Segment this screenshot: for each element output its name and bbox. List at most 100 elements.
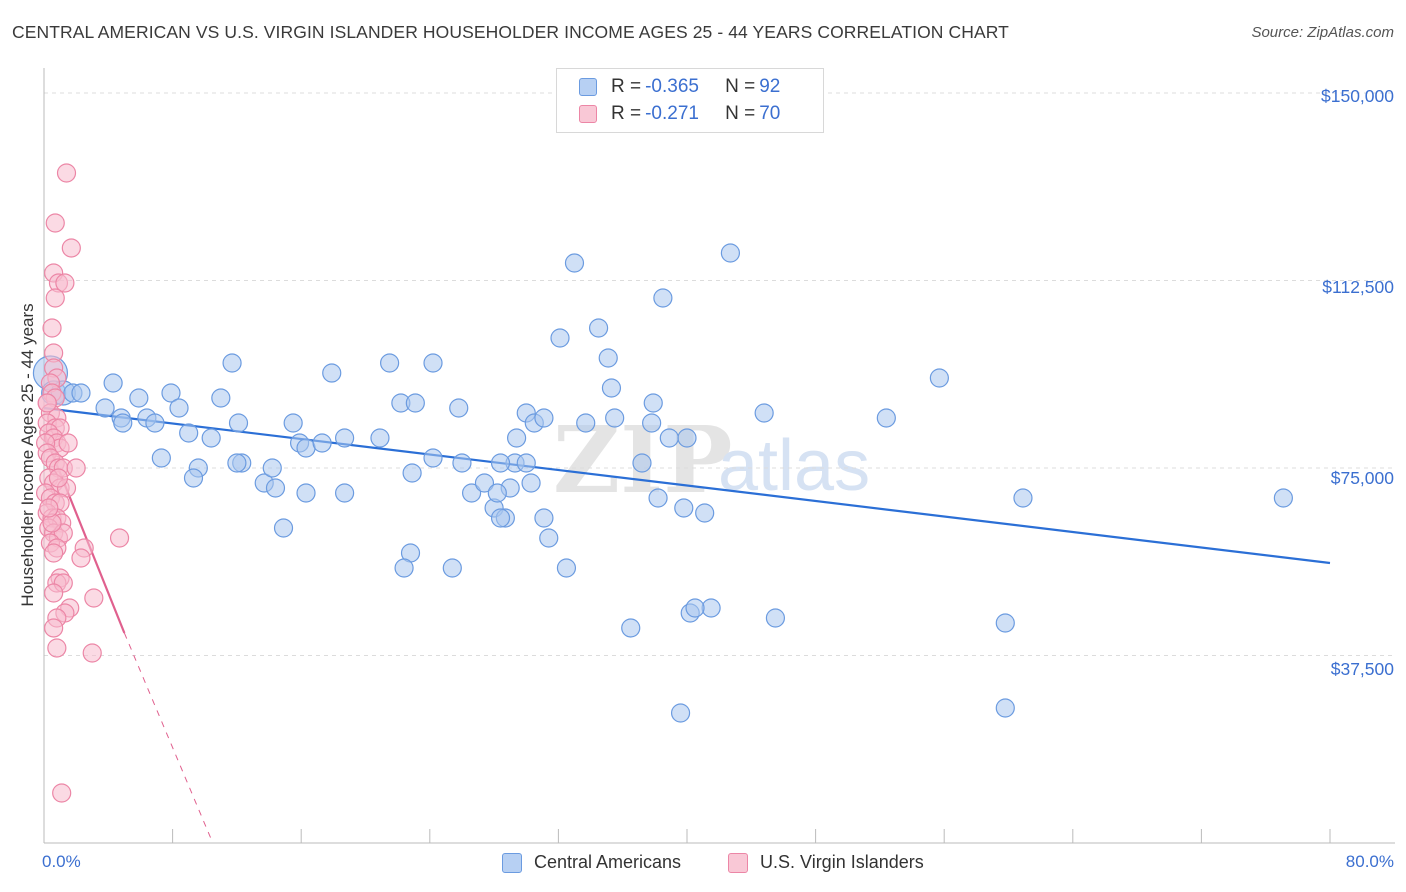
- central-american-point: [452, 453, 472, 473]
- virgin-islanders-trend-extension: [123, 632, 214, 844]
- central-american-point: [643, 393, 663, 413]
- central-american-point: [754, 403, 774, 423]
- legend-n-value: 92: [759, 76, 781, 97]
- central-american-point: [695, 503, 715, 523]
- central-american-point: [151, 448, 171, 468]
- central-american-point: [423, 353, 443, 373]
- central-american-point: [402, 463, 422, 483]
- virgin-islander-point: [66, 458, 86, 478]
- x-tick-label-min: 0.0%: [42, 852, 81, 871]
- y-tick-label: $150,000: [1321, 86, 1394, 106]
- central-american-point: [1273, 488, 1293, 508]
- central-american-point: [490, 508, 511, 528]
- central-american-point: [929, 368, 949, 388]
- series-legend-label: U.S. Virgin Islanders: [760, 852, 924, 872]
- central-american-point: [227, 453, 247, 473]
- central-american-point: [507, 428, 527, 448]
- legend-n-label: N =: [725, 103, 756, 124]
- y-tick-label: $75,000: [1330, 468, 1394, 488]
- central-american-point: [461, 483, 482, 503]
- central-american-point: [335, 428, 355, 448]
- central-american-point: [556, 558, 577, 578]
- central-american-point: [283, 413, 303, 433]
- legend-row-central-americans: R = -0.365 N = 92: [579, 74, 780, 100]
- central-american-point: [262, 458, 282, 478]
- central-american-point: [103, 373, 123, 393]
- central-american-point: [222, 353, 242, 373]
- virgin-islander-point: [52, 783, 72, 803]
- virgin-islander-point: [84, 588, 104, 608]
- central-american-point: [380, 353, 400, 373]
- legend-r-value: -0.271: [645, 103, 699, 124]
- central-american-point: [564, 253, 585, 273]
- virgin-islander-point: [39, 498, 59, 518]
- central-american-point: [648, 488, 668, 508]
- legend-swatch-blue: [502, 852, 522, 873]
- virgin-islander-point: [45, 288, 65, 308]
- virgin-islander-point: [61, 238, 81, 258]
- central-american-point: [598, 348, 618, 368]
- central-american-point: [701, 598, 721, 618]
- data-points: [32, 163, 1293, 803]
- virgin-islander-point: [55, 273, 75, 293]
- series-legend-virgin-islanders[interactable]: U.S. Virgin Islanders: [728, 852, 924, 873]
- central-american-point: [550, 328, 570, 348]
- central-american-point: [670, 703, 691, 723]
- series-legend-label: Central Americans: [534, 852, 682, 872]
- series-legend-central-americans[interactable]: Central Americans: [502, 852, 681, 873]
- central-american-point: [995, 698, 1015, 718]
- virgin-islander-point: [44, 618, 64, 638]
- central-american-point: [312, 433, 332, 453]
- series-legend: Central Americans U.S. Virgin Islanders: [0, 852, 1406, 878]
- central-american-point: [605, 408, 625, 428]
- central-american-point: [394, 558, 414, 578]
- central-american-point: [588, 318, 609, 338]
- central-american-point: [370, 428, 390, 448]
- central-american-point: [113, 413, 133, 433]
- virgin-islander-point: [37, 393, 57, 413]
- central-american-point: [405, 393, 425, 413]
- central-american-point: [1013, 488, 1033, 508]
- chart-title: CENTRAL AMERICAN VS U.S. VIRGIN ISLANDER…: [12, 22, 1009, 42]
- central-american-point: [621, 618, 641, 638]
- virgin-islander-point: [44, 543, 64, 563]
- legend-r-label: R =: [611, 76, 642, 97]
- legend-swatch-blue: [579, 78, 597, 96]
- central-american-point: [534, 508, 554, 528]
- central-american-point: [273, 518, 294, 538]
- central-american-point: [677, 428, 697, 448]
- y-tick-label: $112,500: [1322, 277, 1394, 297]
- virgin-islander-point: [44, 583, 64, 603]
- central-american-point: [765, 608, 786, 628]
- central-american-point: [534, 408, 554, 428]
- central-american-point: [539, 528, 559, 548]
- source-label: Source: ZipAtlas.com: [1251, 24, 1394, 41]
- virgin-islander-point: [56, 163, 77, 183]
- central-american-point: [423, 448, 443, 468]
- virgin-islander-point: [82, 643, 102, 663]
- zipatlas-watermark: ZIP atlas: [553, 406, 870, 514]
- watermark-atlas: atlas: [718, 426, 870, 506]
- virgin-islander-point: [42, 318, 62, 338]
- central-american-point: [71, 383, 91, 403]
- central-american-point: [169, 398, 189, 418]
- central-american-point: [265, 478, 286, 498]
- central-american-point: [659, 428, 679, 448]
- x-tick-label-max: 80.0%: [1345, 852, 1394, 871]
- virgin-islander-point: [71, 548, 91, 568]
- central-american-point: [296, 438, 316, 458]
- central-american-point: [632, 453, 652, 473]
- central-american-point: [653, 288, 673, 308]
- central-american-point: [183, 468, 204, 488]
- central-americans-trend-line: [43, 406, 1331, 565]
- virgin-islander-point: [47, 638, 67, 658]
- central-american-point: [322, 363, 342, 383]
- central-american-point: [335, 483, 355, 503]
- central-american-point: [601, 378, 622, 398]
- stats-legend: R = -0.365 N = 92 R = -0.271 N = 70: [556, 68, 824, 133]
- virgin-islander-point: [48, 468, 69, 488]
- central-american-point: [674, 498, 694, 518]
- legend-r-value: -0.365: [645, 76, 699, 97]
- legend-row-virgin-islanders: R = -0.271 N = 70: [579, 101, 780, 127]
- central-american-point: [995, 613, 1015, 633]
